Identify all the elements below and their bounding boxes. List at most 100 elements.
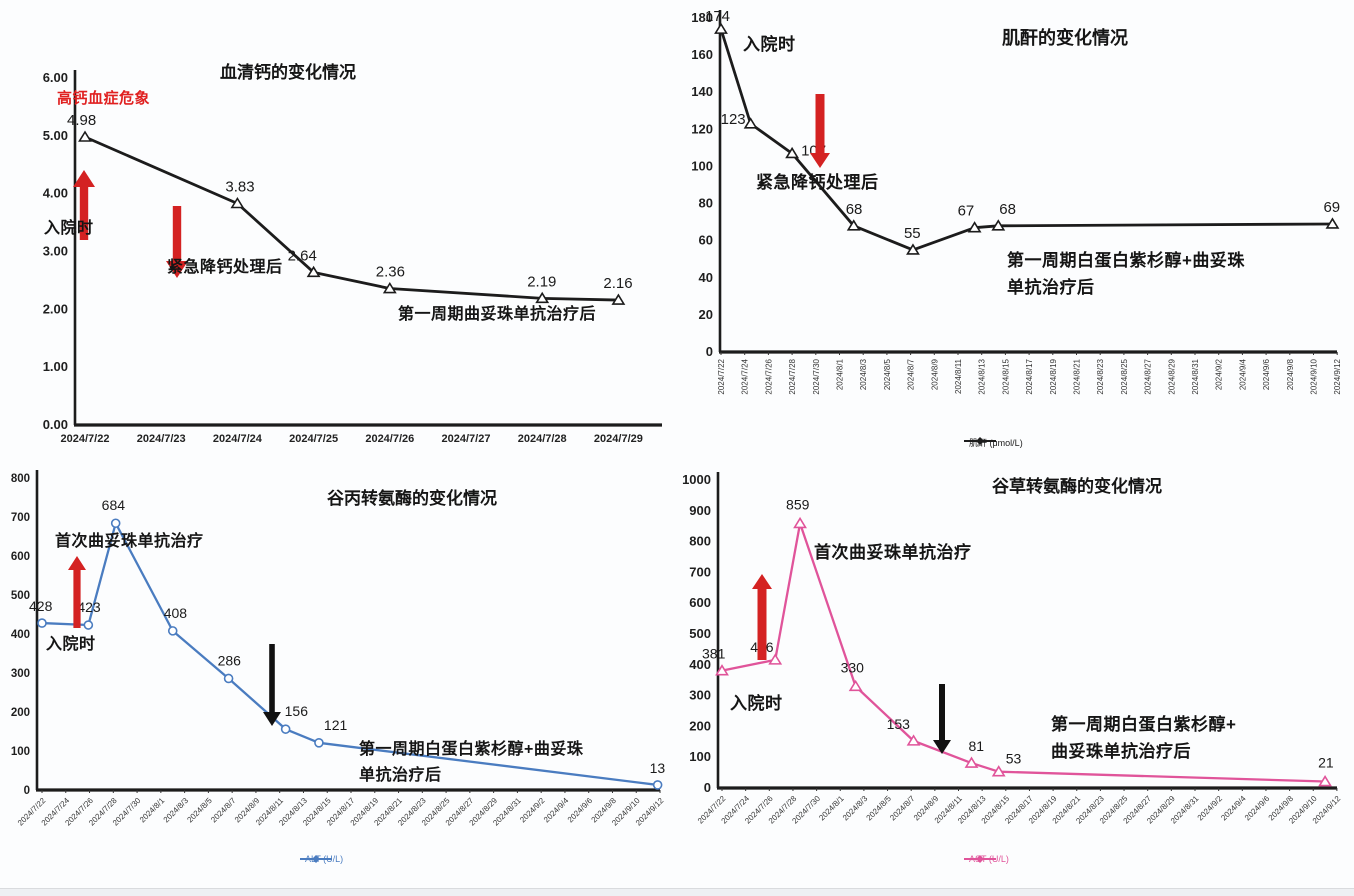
svg-text:2024/8/27: 2024/8/27	[1144, 358, 1153, 394]
svg-text:0: 0	[706, 344, 713, 359]
svg-text:800: 800	[11, 473, 30, 485]
svg-text:20: 20	[699, 307, 713, 322]
svg-text:2024/8/29: 2024/8/29	[1167, 358, 1176, 394]
svg-text:2024/7/24: 2024/7/24	[213, 433, 263, 445]
annotation-hypercalcemia-crisis: 高钙血症危象	[57, 90, 151, 107]
svg-text:330: 330	[841, 659, 865, 675]
svg-text:4.00: 4.00	[43, 186, 68, 201]
svg-text:500: 500	[11, 590, 30, 602]
svg-text:800: 800	[689, 534, 711, 549]
svg-text:2024/8/3: 2024/8/3	[859, 358, 868, 390]
ast-plot: 100090080070060050040030020010002024/7/2…	[682, 472, 1343, 826]
svg-text:2024/9/12: 2024/9/12	[1333, 358, 1342, 394]
svg-text:700: 700	[689, 564, 711, 579]
svg-text:2024/7/22: 2024/7/22	[717, 358, 726, 394]
svg-text:684: 684	[102, 497, 126, 513]
svg-text:81: 81	[969, 738, 985, 754]
svg-text:2024/7/29: 2024/7/29	[594, 433, 643, 445]
svg-text:69: 69	[1323, 199, 1340, 216]
annotation-first-trastuzumab: 首次曲妥珠单抗治疗	[55, 533, 204, 550]
svg-text:67: 67	[958, 203, 975, 220]
svg-text:120: 120	[691, 121, 713, 136]
svg-text:40: 40	[699, 270, 713, 285]
svg-text:2.16: 2.16	[603, 275, 632, 292]
svg-text:2024/7/28: 2024/7/28	[518, 433, 567, 445]
chart-title-ast: 谷草转氨酶的变化情况	[992, 477, 1162, 496]
chart-panel-alt: 800 700 600 500 400 300 200 100 0 2024/7/22 2024/7…	[0, 448, 677, 896]
legend-ast: AST (U/L)	[964, 854, 1009, 864]
svg-text:300: 300	[689, 688, 711, 703]
creatinine-plot: 180 160 140 120 100 80 60 40 20 0 2024/7/22 2024/7/…	[691, 8, 1342, 394]
annotation-at-admission: 入院时	[743, 35, 796, 54]
svg-text:423: 423	[77, 599, 101, 615]
svg-text:2.36: 2.36	[376, 264, 405, 281]
svg-text:2024/8/11: 2024/8/11	[954, 358, 963, 394]
chart-panel-serum-calcium: 6.00 5.00 4.00 3.00 2.00 1.00 0.00 2024/7/22 202…	[0, 0, 677, 448]
chart-title-serum-calcium: 血清钙的变化情况	[220, 63, 356, 82]
svg-text:100: 100	[11, 746, 30, 758]
svg-text:174: 174	[705, 8, 730, 25]
svg-text:700: 700	[11, 512, 30, 524]
svg-text:428: 428	[29, 598, 53, 614]
annotation-after-calcium-lowering: 紧急降钙处理后	[756, 173, 879, 192]
annotation-after-first-cycle: 第一周期白蛋白紫杉醇+ 曲妥珠单抗治疗后	[1051, 715, 1237, 761]
svg-text:2024/8/15: 2024/8/15	[1001, 358, 1010, 394]
annotation-after-calcium-lowering: 紧急降钙处理后	[167, 259, 283, 276]
svg-text:5.00: 5.00	[43, 128, 68, 143]
svg-text:100: 100	[691, 158, 713, 173]
svg-text:2024/8/17: 2024/8/17	[1025, 358, 1034, 394]
svg-text:2024/7/22: 2024/7/22	[61, 433, 110, 445]
svg-text:400: 400	[11, 629, 30, 641]
svg-text:200: 200	[11, 707, 30, 719]
svg-text:408: 408	[164, 605, 188, 621]
svg-text:3.00: 3.00	[43, 244, 68, 259]
svg-text:2024/7/30: 2024/7/30	[812, 358, 821, 394]
svg-text:180: 180	[691, 10, 713, 25]
svg-text:381: 381	[702, 646, 726, 662]
svg-text:2024/7/27: 2024/7/27	[442, 433, 491, 445]
svg-text:2024/8/25: 2024/8/25	[1120, 358, 1129, 394]
svg-text:900: 900	[689, 503, 711, 518]
svg-text:0: 0	[24, 785, 30, 797]
svg-text:2024/9/8: 2024/9/8	[1286, 358, 1295, 390]
svg-text:0.00: 0.00	[43, 417, 68, 432]
svg-text:68: 68	[999, 201, 1016, 218]
annotation-at-admission: 入院时	[730, 694, 783, 713]
svg-text:600: 600	[11, 551, 30, 563]
svg-text:2024/8/1: 2024/8/1	[836, 358, 845, 390]
svg-text:2.00: 2.00	[43, 301, 68, 316]
svg-text:2024/8/13: 2024/8/13	[978, 358, 987, 394]
window-bottom-edge	[0, 888, 1354, 896]
svg-text:300: 300	[11, 668, 30, 680]
chart-title-alt: 谷丙转氨酶的变化情况	[327, 489, 497, 508]
svg-text:153: 153	[887, 716, 911, 732]
svg-text:2024/8/7: 2024/8/7	[907, 358, 916, 390]
svg-text:2024/8/5: 2024/8/5	[883, 358, 892, 390]
svg-text:13: 13	[650, 760, 666, 776]
legend-alt: ALT (U/L)	[300, 854, 343, 864]
chart-panel-creatinine: 180 160 140 120 100 80 60 40 20 0 2024/7/22 2024/7/…	[677, 0, 1354, 448]
svg-text:2024/8/21: 2024/8/21	[1073, 358, 1082, 394]
svg-text:100: 100	[689, 749, 711, 764]
svg-text:4.98: 4.98	[67, 112, 96, 129]
svg-text:121: 121	[324, 717, 348, 733]
svg-text:2024/9/4: 2024/9/4	[1238, 358, 1247, 390]
svg-text:123: 123	[721, 111, 746, 128]
alt-plot: 80070060050040030020010002024/7/222024/7…	[11, 470, 666, 828]
svg-text:55: 55	[904, 225, 921, 242]
svg-text:2024/7/25: 2024/7/25	[289, 433, 338, 445]
legend-label: 肌酐 (μmol/L)	[969, 438, 1023, 448]
svg-text:60: 60	[699, 233, 713, 248]
svg-text:2024/9/2: 2024/9/2	[1215, 358, 1224, 390]
svg-text:2024/9/6: 2024/9/6	[1262, 358, 1271, 390]
svg-text:2024/7/26: 2024/7/26	[365, 433, 414, 445]
svg-text:1000: 1000	[682, 472, 711, 487]
svg-text:2024/7/23: 2024/7/23	[137, 433, 186, 445]
chart-title-creatinine: 肌酐的变化情况	[1002, 28, 1128, 48]
svg-text:1.00: 1.00	[43, 359, 68, 374]
svg-text:2024/9/10: 2024/9/10	[1310, 358, 1319, 394]
legend-creatinine: 肌酐 (μmol/L)	[964, 436, 1023, 449]
svg-text:2024/7/28: 2024/7/28	[788, 358, 797, 394]
